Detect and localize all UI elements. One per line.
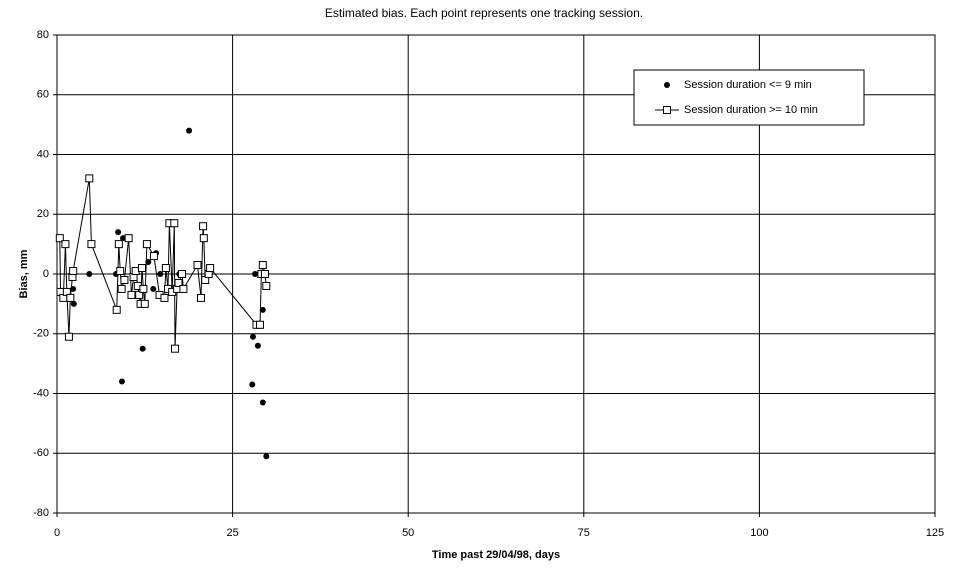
square-marker (193, 261, 202, 270)
square-marker (127, 290, 136, 299)
square-marker (178, 270, 187, 278)
dot-marker (249, 333, 256, 340)
square-marker (124, 234, 133, 243)
square-marker (69, 267, 78, 276)
square-marker (120, 275, 129, 284)
dot-marker (118, 378, 125, 385)
legend-marker (663, 106, 671, 114)
dot-marker (139, 345, 146, 352)
y-tick-label: -80 (33, 507, 49, 519)
square-marker (85, 174, 94, 183)
square-marker (179, 284, 188, 293)
x-tick-label: 0 (54, 527, 60, 539)
square-marker (199, 222, 208, 231)
square-marker (139, 284, 148, 293)
chart-title: Estimated bias. Each point represents on… (325, 6, 643, 20)
legend-label: Session duration >= 10 min (684, 104, 818, 116)
square-marker (117, 284, 126, 293)
y-tick-label: 20 (37, 208, 49, 220)
series-line (59, 178, 267, 349)
square-marker (55, 234, 64, 243)
square-marker (140, 299, 149, 308)
legend: Session duration <= 9 min Session duratio… (633, 69, 865, 126)
y-tick-label: 0 (43, 268, 49, 280)
legend-box (633, 69, 865, 126)
square-marker (160, 293, 169, 302)
square-marker (61, 240, 70, 249)
y-tick-label: -20 (33, 328, 49, 340)
dot-marker (259, 399, 266, 406)
x-axis-title: Time past 29/04/98, days (432, 549, 560, 561)
square-marker (258, 261, 267, 270)
x-tick-label: 75 (578, 527, 590, 539)
dot-marker (249, 381, 256, 388)
square-marker (116, 267, 125, 276)
dot-marker (259, 306, 266, 313)
square-marker (66, 293, 75, 302)
dot-marker (157, 271, 164, 277)
square-marker (174, 278, 183, 287)
square-marker (149, 252, 158, 261)
legend-marker (664, 82, 670, 88)
square-marker (135, 290, 144, 299)
square-marker (114, 240, 123, 249)
y-tick-label: 60 (37, 89, 49, 101)
y-tick-label: -40 (33, 387, 49, 399)
y-tick-label: -60 (33, 447, 49, 459)
y-tick-label: 80 (37, 29, 49, 41)
square-marker (262, 281, 271, 290)
square-marker (260, 270, 269, 278)
y-axis-title: Bias, mm (18, 249, 30, 298)
x-tick-label: 25 (226, 527, 238, 539)
square-marker (87, 240, 96, 249)
square-marker (161, 264, 170, 273)
plot-border (56, 34, 936, 514)
x-tick-label: 125 (926, 527, 944, 539)
square-marker (137, 264, 146, 273)
square-marker (206, 264, 215, 273)
x-tick-label: 100 (750, 527, 768, 539)
square-marker (255, 320, 264, 329)
square-marker (112, 305, 121, 314)
dot-marker (150, 285, 157, 292)
dot-marker (86, 271, 93, 277)
dot-marker (115, 229, 122, 236)
x-tick-label: 50 (402, 527, 414, 539)
dot-marker (263, 453, 270, 460)
square-marker (171, 344, 180, 353)
dot-marker (186, 127, 193, 134)
square-marker (64, 332, 73, 341)
square-marker (142, 240, 151, 249)
y-tick-label: 40 (37, 148, 49, 160)
dot-marker (252, 271, 259, 277)
dot-marker (70, 300, 77, 307)
dot-marker (254, 342, 261, 349)
square-marker (199, 234, 208, 243)
square-marker (170, 219, 179, 228)
square-marker (196, 293, 205, 302)
dot-marker (120, 235, 127, 242)
legend-label: Session duration <= 9 min (684, 79, 812, 91)
